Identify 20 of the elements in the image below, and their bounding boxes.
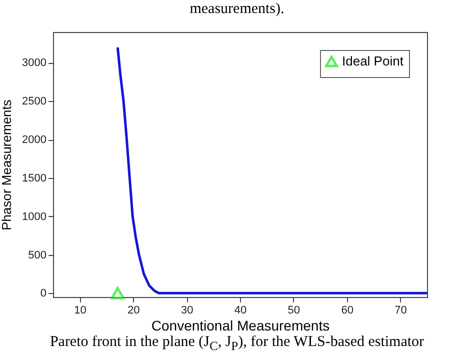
legend-label: Ideal Point (342, 54, 404, 68)
y-axis-title: Phasor Measurements (0, 99, 14, 230)
text: Pareto front in the plane (J$_{C}$, J$_{P}$), for the WLS-based estimator (48, 333, 426, 351)
y-tick-label: 1500 (22, 172, 46, 184)
line-series (116, 46, 428, 294)
x-tick-label: 70 (394, 304, 407, 316)
x-tick-label: 20 (128, 304, 140, 316)
y-tick-label: 2500 (22, 96, 46, 108)
y-tick-label: 2000 (22, 134, 46, 146)
x-axis-title: Conventional Measurements (151, 318, 330, 334)
x-tick-label: 40 (234, 304, 247, 316)
y-tick-label: 500 (28, 249, 46, 262)
y-tick-label: 3000 (22, 57, 46, 70)
x-tick-label: 60 (341, 304, 354, 316)
x-tick-label: 10 (74, 304, 86, 316)
x-tick-label: 50 (288, 304, 300, 316)
text: measurements). (188, 0, 286, 18)
y-tick-label: 1000 (22, 210, 46, 223)
y-tick-label: 0 (40, 288, 46, 300)
x-tick-label: 30 (180, 304, 194, 316)
